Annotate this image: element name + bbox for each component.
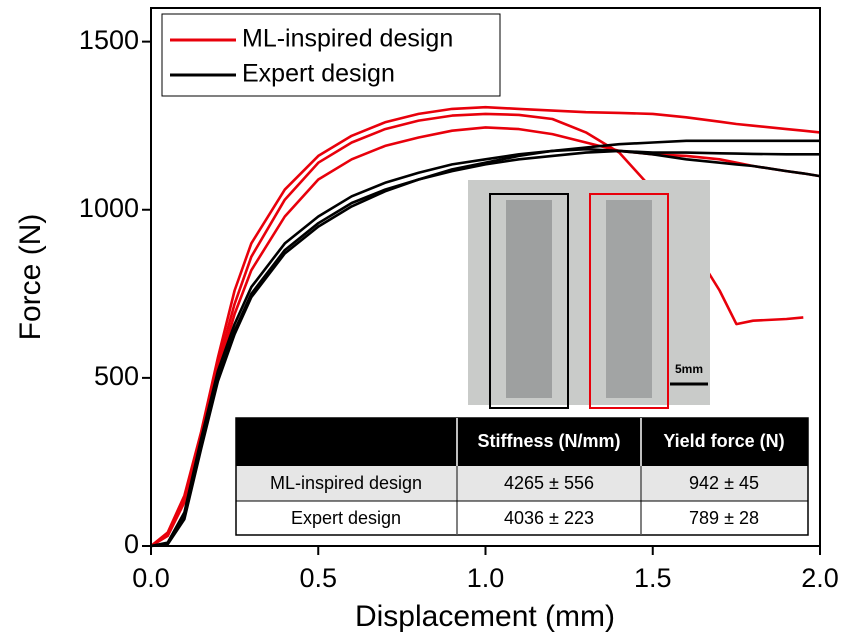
scale-label: 5mm [675,362,703,376]
specimen [506,200,552,398]
table-column-header: Stiffness (N/mm) [477,431,620,451]
table-column-header: Yield force (N) [663,431,784,451]
x-tick-label: 2.0 [801,563,839,593]
table-cell: 789 ± 28 [689,508,759,528]
legend-label: ML-inspired design [242,25,453,53]
x-axis-label: Displacement (mm) [355,600,615,633]
table-cell: ML-inspired design [270,473,422,493]
y-axis-label: Force (N) [14,214,47,341]
chart: 0.0 0.5 1.0 1.5 2.0 0 500 1000 1500 5mm Stiffnes… [0,0,851,643]
y-tick-label: 1000 [79,193,139,223]
specimen [606,200,652,398]
x-tick-label: 0.5 [299,563,337,593]
table-cell: Expert design [291,508,401,528]
legend-label: Expert design [242,60,395,88]
table-cell: 4036 ± 223 [504,508,594,528]
table-cell: 4265 ± 556 [504,473,594,493]
table: Stiffness (N/mm) Yield force (N) ML-insp… [236,418,808,535]
x-tick-label: 1.0 [467,563,505,593]
inset-photo: 5mm [468,180,710,408]
table-cell: 942 ± 45 [689,473,759,493]
y-tick-label: 500 [94,361,139,391]
x-tick-label: 0.0 [132,563,170,593]
y-tick-label: 0 [124,529,139,559]
y-tick-label: 1500 [79,25,139,55]
legend: ML-inspired design Expert design [162,14,500,96]
x-tick-label: 1.5 [634,563,672,593]
